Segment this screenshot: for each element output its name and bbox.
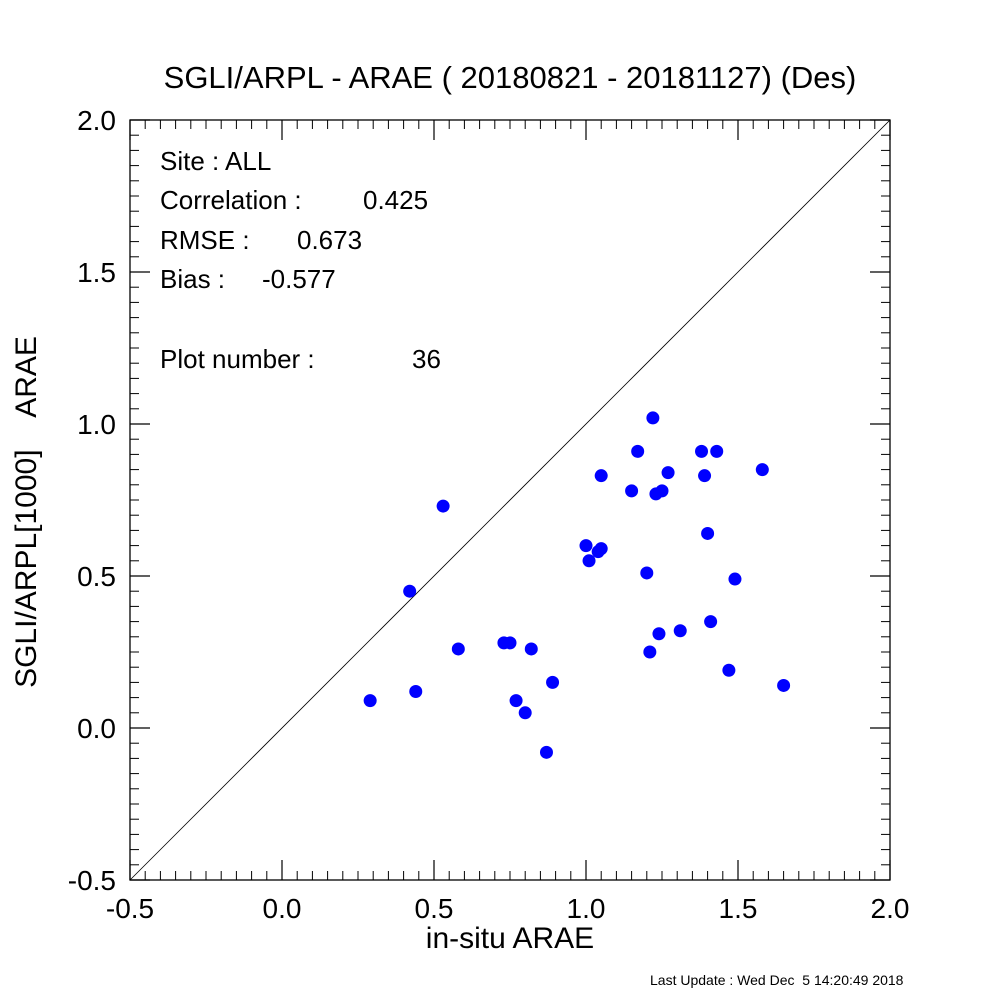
data-point [655, 484, 669, 498]
y-tick-label: 2.0 [77, 105, 116, 136]
last-update-footer: Last Update : Wed Dec 5 14:20:49 2018 [650, 972, 904, 988]
x-tick-labels: -0.5 0.0 0.5 1.0 1.5 2.0 [106, 893, 910, 924]
data-point [524, 642, 538, 656]
y-tick-label: 1.0 [77, 409, 116, 440]
data-point [661, 466, 675, 480]
y-tick-label: 0.0 [77, 713, 116, 744]
stat-rmse-label: RMSE : [160, 225, 250, 255]
data-point [710, 444, 724, 458]
one-to-one-line [129, 119, 891, 881]
data-point [631, 444, 645, 458]
stat-correlation-value: 0.425 [363, 185, 428, 215]
y-axis-label: SGLI/ARPL[1000] ARAE [10, 336, 43, 688]
y-tick-label: -0.5 [68, 865, 116, 896]
data-point [403, 584, 417, 598]
data-point [594, 469, 608, 483]
data-point [643, 645, 657, 659]
x-tick-label: 1.0 [567, 893, 606, 924]
data-point [652, 627, 666, 641]
x-tick-label: 0.5 [415, 893, 454, 924]
data-point [518, 706, 532, 720]
x-tick-label: 2.0 [871, 893, 910, 924]
data-point [704, 615, 718, 629]
stat-bias-label: Bias : [160, 264, 225, 294]
y-tick-label: 1.5 [77, 257, 116, 288]
x-axis-label: in-situ ARAE [426, 922, 594, 955]
stat-rmse-value: 0.673 [297, 225, 362, 255]
stats-box: Site : ALL Correlation : 0.425 RMSE : 0.… [160, 146, 441, 374]
data-point [646, 411, 660, 425]
data-point [701, 526, 715, 540]
y-tick-labels: -0.5 0.0 0.5 1.0 1.5 2.0 [68, 105, 116, 896]
stat-correlation-label: Correlation : [160, 185, 302, 215]
data-point [728, 572, 742, 586]
stat-site: Site : ALL [160, 146, 271, 176]
x-tick-label: 0.0 [263, 893, 302, 924]
data-point [640, 566, 654, 580]
data-point [409, 685, 423, 699]
data-point [363, 694, 377, 708]
major-ticks [129, 119, 891, 881]
data-point [594, 542, 608, 556]
stat-bias-value: -0.577 [262, 264, 336, 294]
data-points [363, 411, 791, 759]
data-point [579, 539, 593, 553]
x-tick-label: 1.5 [719, 893, 758, 924]
data-point [436, 499, 450, 513]
data-point [509, 694, 523, 708]
data-point [539, 745, 553, 759]
stat-plot-number-value: 36 [412, 344, 441, 374]
y-tick-label: 0.5 [77, 561, 116, 592]
data-point [625, 484, 639, 498]
data-point [546, 675, 560, 689]
data-point [673, 624, 687, 638]
data-point [582, 554, 596, 568]
data-point [755, 463, 769, 477]
chart-title: SGLI/ARPL - ARAE ( 20180821 - 20181127) … [164, 60, 857, 95]
data-point [722, 663, 736, 677]
data-point [451, 642, 465, 656]
x-tick-label: -0.5 [106, 893, 154, 924]
data-point [503, 636, 517, 650]
data-point [698, 469, 712, 483]
data-point [695, 444, 709, 458]
data-point [777, 678, 791, 692]
stat-plot-number-label: Plot number : [160, 344, 315, 374]
